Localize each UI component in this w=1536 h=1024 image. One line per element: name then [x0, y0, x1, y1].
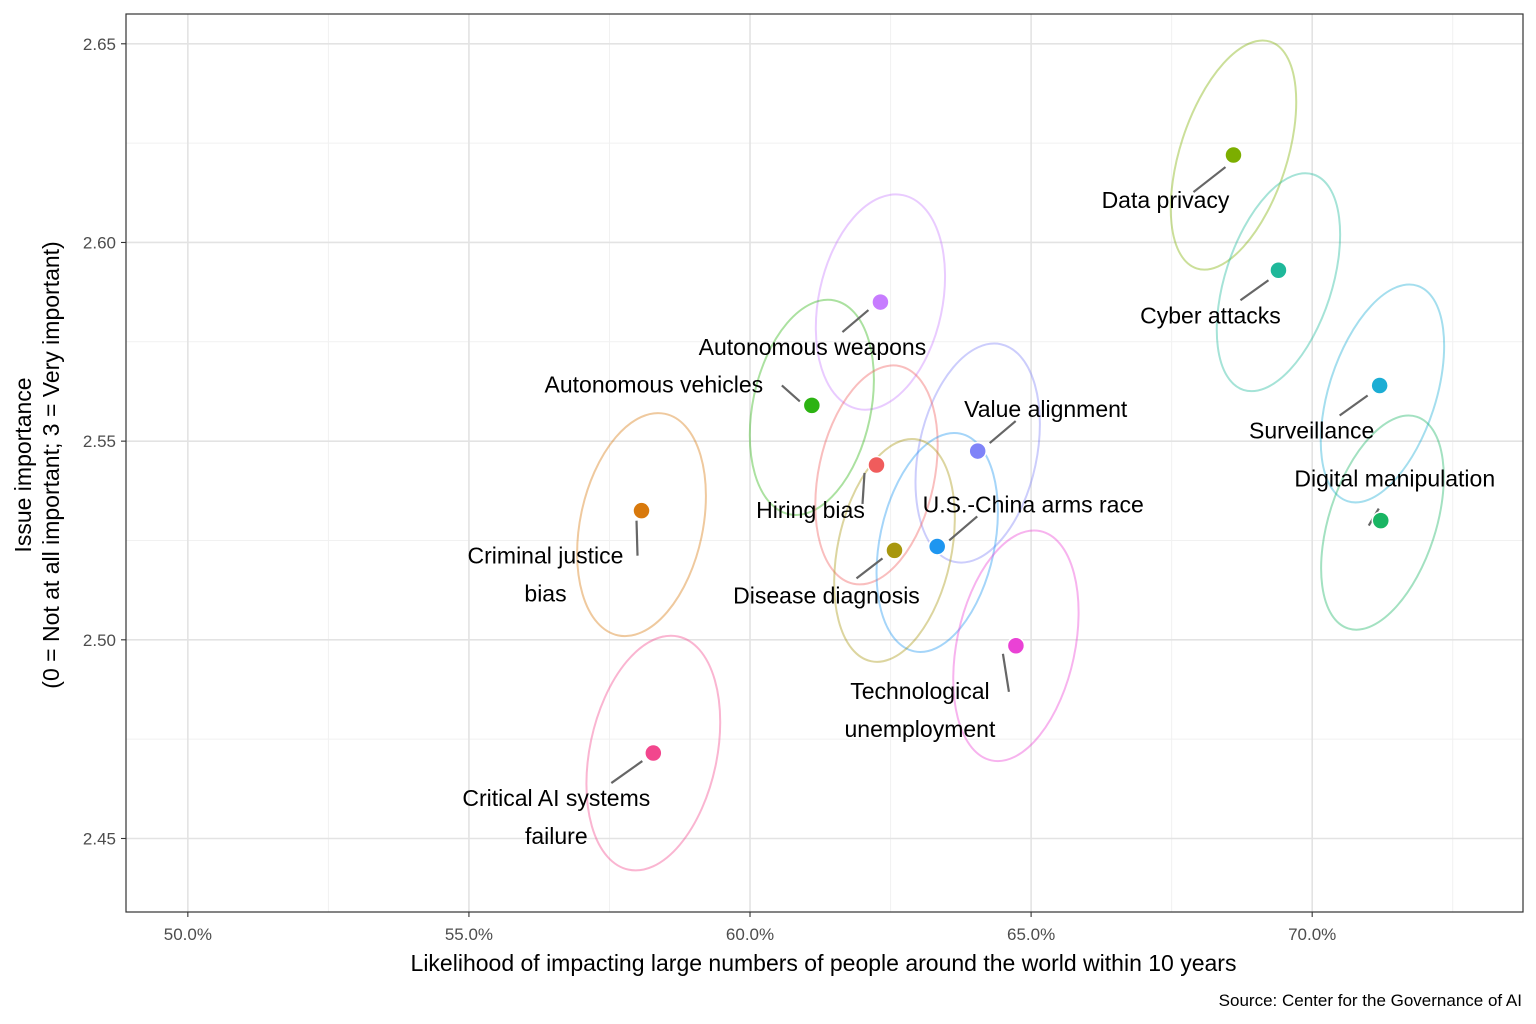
data-point	[1006, 636, 1026, 656]
y-tick-label: 2.60	[83, 233, 116, 252]
point-label-line: Surveillance	[1249, 418, 1374, 444]
x-tick-label: 50.0%	[164, 925, 212, 944]
point-labels: Data privacy Cyber attacks Surveillance Dig…	[462, 187, 1495, 849]
confidence-ellipse	[576, 412, 707, 638]
confidence-ellipse	[814, 193, 947, 411]
confidence-ellipse	[1215, 172, 1342, 393]
x-tick-label: 60.0%	[726, 925, 774, 944]
data-point	[871, 292, 890, 312]
data-point	[1370, 376, 1389, 395]
y-tick-label: 2.50	[83, 631, 116, 650]
point-label: Disease diagnosis	[733, 582, 920, 608]
label-leader-lines	[610, 166, 1380, 784]
x-tick-label: 65.0%	[1007, 925, 1055, 944]
y-tick-label: 2.65	[83, 35, 116, 54]
y-axis-ticks: 2.45 2.50 2.55 2.60 2.65	[83, 35, 126, 848]
point-label-line: Hiring bias	[756, 497, 865, 523]
label-leader-line	[781, 384, 801, 403]
point-label-line: Cyber attacks	[1140, 302, 1281, 328]
point-label-line: Value alignment	[964, 396, 1128, 422]
label-leader-line	[635, 520, 639, 556]
data-point	[1224, 145, 1243, 165]
label-leader-line	[1001, 653, 1011, 692]
y-axis-title-line-2: (0 = Not at all important; 3 = Very impo…	[38, 241, 64, 688]
point-label-line: Technological	[850, 678, 989, 704]
label-leader-line	[988, 420, 1017, 444]
y-tick-label: 2.55	[83, 432, 116, 451]
source-caption: Source: Center for the Governance of AI	[1219, 991, 1522, 1010]
point-label-line: bias	[524, 581, 566, 607]
label-leader-line	[948, 515, 978, 542]
point-label-line: Digital manipulation	[1294, 466, 1495, 492]
data-point	[968, 441, 987, 461]
confidence-ellipses	[576, 39, 1446, 872]
confidence-ellipse	[952, 529, 1080, 763]
point-label-line: Disease diagnosis	[733, 582, 920, 608]
point-label: Value alignment	[964, 396, 1128, 422]
confidence-ellipse	[875, 431, 999, 653]
data-point	[632, 501, 651, 520]
point-label: Autonomous vehicles	[545, 371, 764, 397]
point-label: Digital manipulation	[1294, 466, 1495, 492]
label-leader-line	[610, 760, 643, 784]
confidence-ellipse	[1169, 39, 1298, 271]
data-point	[927, 537, 947, 556]
confidence-ellipse	[1320, 414, 1445, 631]
point-label: U.S.-China arms race	[923, 491, 1144, 517]
major-gridlines	[126, 14, 1523, 912]
confidence-ellipse	[748, 298, 875, 516]
point-label-line: failure	[525, 823, 588, 849]
label-leader-line	[1239, 279, 1270, 302]
data-point	[644, 743, 663, 763]
x-tick-label: 55.0%	[445, 925, 493, 944]
data-point	[802, 396, 822, 415]
label-leader-line	[861, 472, 866, 505]
data-point	[1269, 261, 1288, 280]
label-leader-line	[841, 309, 870, 333]
label-leader-line	[855, 557, 884, 580]
point-label-line: Autonomous weapons	[699, 334, 927, 360]
point-label-line: Autonomous vehicles	[545, 371, 764, 397]
label-leader-line	[1339, 394, 1369, 417]
point-label: Surveillance	[1249, 418, 1374, 444]
x-axis-ticks: 50.0% 55.0% 60.0% 65.0% 70.0%	[164, 912, 1336, 944]
x-axis-title: Likelihood of impacting large numbers of…	[411, 950, 1237, 976]
label-leader-line	[1192, 166, 1227, 193]
data-point	[885, 541, 904, 560]
confidence-ellipse	[833, 438, 956, 663]
point-label: Cyber attacks	[1140, 302, 1281, 328]
point-label: Technological unemployment	[844, 678, 995, 742]
point-label: Data privacy	[1102, 187, 1230, 213]
data-point	[867, 455, 886, 475]
confidence-ellipse	[914, 342, 1041, 564]
data-point	[1371, 511, 1391, 530]
panel-border	[125, 13, 1524, 913]
x-tick-label: 70.0%	[1288, 925, 1336, 944]
point-label: Criminal justice bias	[468, 543, 624, 607]
point-label-line: unemployment	[844, 716, 995, 742]
point-label: Hiring bias	[756, 497, 865, 523]
confidence-ellipse	[1319, 283, 1446, 504]
point-label-line: U.S.-China arms race	[923, 491, 1144, 517]
y-axis-title-line-1: Issue importance	[10, 377, 36, 552]
y-tick-label: 2.45	[83, 829, 116, 848]
minor-gridlines	[126, 14, 1523, 912]
point-label: Autonomous weapons	[699, 334, 927, 360]
point-label-line: Critical AI systems	[462, 785, 650, 811]
point-label-line: Criminal justice	[468, 543, 624, 569]
confidence-ellipse	[585, 634, 722, 872]
data-points	[632, 145, 1391, 763]
point-label: Critical AI systems failure	[462, 785, 650, 849]
point-label-line: Data privacy	[1102, 187, 1230, 213]
confidence-ellipse	[814, 364, 939, 586]
